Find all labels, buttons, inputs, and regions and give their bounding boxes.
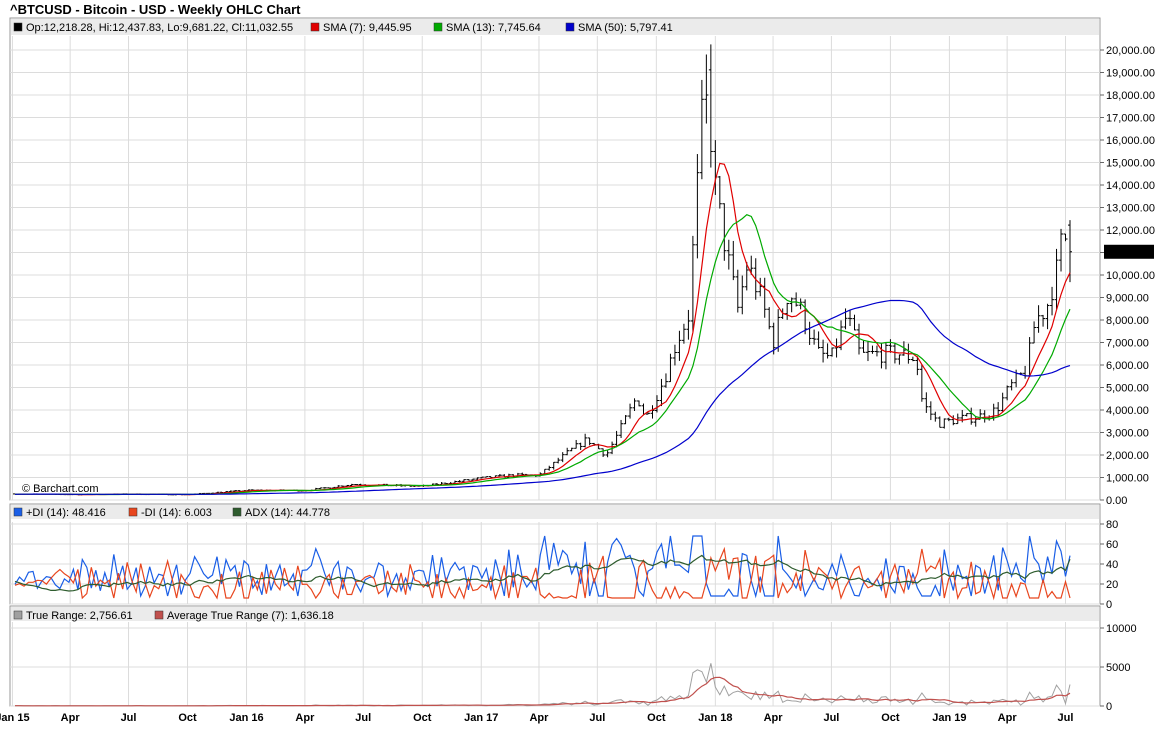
dmi-legend-swatch <box>13 507 23 517</box>
price-legend-label: Op:12,218.28, Hi:12,437.83, Lo:9,681.22,… <box>26 22 293 34</box>
x-tick-label: Jan 19 <box>932 712 966 724</box>
y-tick-label: 13,000.00 <box>1106 203 1155 215</box>
y-tick-label: 15,000.00 <box>1106 158 1155 170</box>
series-layer <box>13 44 1072 707</box>
last-price-label: 11,032.55 <box>1105 247 1153 259</box>
x-tick-label: Oct <box>647 712 666 724</box>
grid-lines <box>10 36 1100 707</box>
y-tick-label: 5000 <box>1106 662 1130 674</box>
axes: Jan 15 Apr Jul Oct Jan 16 Apr Jul Oct Jan 17 Apr J… <box>0 45 1155 724</box>
x-tick-label: Jan 16 <box>229 712 263 724</box>
price-legend-swatch <box>565 22 575 32</box>
y-tick-label: 9,000.00 <box>1106 293 1149 305</box>
y-tick-label: 7,000.00 <box>1106 338 1149 350</box>
atr-line <box>15 676 1071 707</box>
x-tick-label: Oct <box>881 712 900 724</box>
chart-title: ^BTCUSD - Bitcoin - USD - Weekly OHLC Ch… <box>10 2 301 17</box>
y-tick-label: 10000 <box>1106 623 1137 635</box>
y-tick-label: 19,000.00 <box>1106 68 1155 80</box>
x-tick-label: Apr <box>529 712 549 724</box>
y-tick-label: 14,000.00 <box>1106 180 1155 192</box>
tr-legend-label: True Range: 2,756.61 <box>26 610 133 622</box>
watermark: © Barchart.com <box>22 483 99 495</box>
dmi-legend-label: +DI (14): 48.416 <box>26 507 106 519</box>
plus-di-line <box>14 535 1071 599</box>
x-tick-label: Jul <box>823 712 839 724</box>
x-tick-label: Oct <box>178 712 197 724</box>
tr-legend-bar <box>11 607 1099 621</box>
x-tick-label: Jul <box>589 712 605 724</box>
tr-panel <box>9 605 1101 707</box>
x-tick-label: Jul <box>355 712 371 724</box>
x-tick-label: Apr <box>295 712 315 724</box>
x-tick-label: Apr <box>61 712 81 724</box>
x-tick-label: Jul <box>1058 712 1074 724</box>
y-tick-label: 60 <box>1106 539 1118 551</box>
dmi-legend-swatch <box>128 507 138 517</box>
y-tick-label: 8,000.00 <box>1106 315 1149 327</box>
y-tick-label: 4,000.00 <box>1106 405 1149 417</box>
x-tick-label: Jan 18 <box>698 712 732 724</box>
minus-di-line <box>14 546 1071 601</box>
y-tick-label: 16,000.00 <box>1106 135 1155 147</box>
x-tick-label: Jul <box>121 712 137 724</box>
y-tick-label: 18,000.00 <box>1106 90 1155 102</box>
price-legend-label: SMA (50): 5,797.41 <box>578 22 673 34</box>
y-tick-label: 1,000.00 <box>1106 473 1149 485</box>
y-tick-label: 10,000.00 <box>1106 270 1155 282</box>
y-tick-label: 20,000.00 <box>1106 45 1155 57</box>
dmi-legend-bar <box>11 505 1099 519</box>
price-legend-bar <box>11 19 1099 35</box>
x-tick-label: Oct <box>413 712 432 724</box>
y-tick-label: 40 <box>1106 559 1118 571</box>
x-tick-label: Apr <box>998 712 1018 724</box>
price-legend-swatch <box>433 22 443 32</box>
x-tick-label: Jan 15 <box>0 712 30 724</box>
tr-legend-label: Average True Range (7): 1,636.18 <box>167 610 334 622</box>
y-tick-label: 2,000.00 <box>1106 450 1149 462</box>
price-legend-label: SMA (13): 7,745.64 <box>446 22 541 34</box>
x-tick-label: Jan 17 <box>464 712 498 724</box>
price-legend-swatch <box>310 22 320 32</box>
dmi-legend-label: -DI (14): 6.003 <box>141 507 212 519</box>
y-tick-label: 0.00 <box>1106 495 1127 507</box>
y-tick-label: 17,000.00 <box>1106 113 1155 125</box>
x-tick-label: Apr <box>764 712 784 724</box>
legends: Op:12,218.28, Hi:12,437.83, Lo:9,681.22,… <box>13 22 673 622</box>
dmi-legend-swatch <box>232 507 242 517</box>
y-tick-label: 0 <box>1106 701 1112 713</box>
sma50-line <box>14 299 1071 495</box>
y-tick-label: 80 <box>1106 519 1118 531</box>
y-tick-label: 3,000.00 <box>1106 428 1149 440</box>
dmi-panel <box>9 503 1101 605</box>
tr-legend-swatch <box>13 610 23 620</box>
y-tick-label: 20 <box>1106 579 1118 591</box>
dmi-legend-label: ADX (14): 44.778 <box>245 507 330 519</box>
y-tick-label: 5,000.00 <box>1106 383 1149 395</box>
price-legend-swatch <box>13 22 23 32</box>
y-tick-label: 12,000.00 <box>1106 225 1155 237</box>
adx-line <box>14 554 1071 592</box>
y-tick-label: 0 <box>1106 599 1112 611</box>
y-tick-label: 6,000.00 <box>1106 360 1149 372</box>
last-price-badge <box>1104 244 1154 259</box>
price-legend-label: SMA (7): 9,445.95 <box>323 22 412 34</box>
price-panel <box>9 17 1101 501</box>
tr-legend-swatch <box>154 610 164 620</box>
